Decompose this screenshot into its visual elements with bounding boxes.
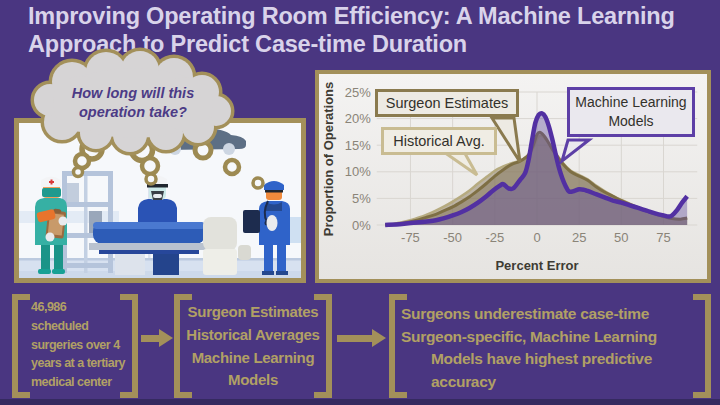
flow-box1-line2: scheduled (31, 317, 138, 336)
flow-box-results: Surgeons underestimate case-time Surgeon… (389, 294, 711, 398)
x-tick-label: 0 (533, 230, 540, 245)
x-axis-title: Percent Error (495, 258, 578, 273)
y-tick-label: 20% (345, 111, 371, 126)
flow-box1-line4: years at a tertiary (31, 354, 138, 373)
surgeon-figure (138, 176, 177, 223)
error-distribution-chart: 0% 5% 10% 15% 20% 25% -75 -50 -25 0 25 50 75 Percent… (315, 70, 711, 283)
flow-box1-line5: medical center (31, 373, 138, 392)
flow-box1-line3: surgeries over 4 (31, 336, 138, 355)
y-tick-label: 0% (352, 218, 371, 233)
y-tick-label: 15% (345, 138, 371, 153)
x-tick-label: -75 (401, 230, 420, 245)
flow-box2-line4: Models (184, 369, 322, 392)
thought-cloud: How long will this operation take? (26, 56, 240, 152)
x-tick-label: 50 (614, 230, 628, 245)
y-tick-label: 5% (352, 191, 371, 206)
y-tick-label: 25% (345, 85, 371, 100)
x-tick-label: -50 (443, 230, 462, 245)
flow-box2-line2: Historical Averages (184, 324, 322, 347)
flow-box3-line4: accuracy (431, 371, 699, 394)
thought-line-2: operation take? (26, 103, 240, 122)
infographic-page: Improving Operating Room Efficiency: A M… (0, 0, 720, 405)
x-tick-label: 25 (572, 230, 586, 245)
callout-historical-avg: Historical Avg. (381, 127, 497, 155)
y-tick-label: 10% (345, 164, 371, 179)
flow-arrow-2 (337, 335, 372, 342)
x-tick-label: -25 (485, 230, 504, 245)
flow-box3-line1: Surgeons underestimate case-time (401, 303, 699, 326)
flow-box3-line3: Models have highest predictive (431, 348, 699, 371)
flow-box-dataset: 46,986 scheduled surgeries over 4 years … (12, 294, 138, 398)
callout-machine-learning: Machine Learning Models (567, 87, 695, 137)
callout-surgeon-estimates: Surgeon Estimates (375, 89, 519, 117)
flow-box3-line2: Surgeon-specific, Machine Learning (401, 326, 699, 349)
y-axis-title: Proportion of Operations (321, 82, 336, 237)
flow-box2-line1: Surgeon Estimates (184, 301, 322, 324)
flow-arrow-1 (141, 335, 159, 342)
flow-box2-line3: Machine Learning (184, 347, 322, 370)
flow-box-methods: Surgeon Estimates Historical Averages Ma… (174, 294, 332, 398)
thought-question: How long will this operation take? (26, 84, 240, 122)
x-tick-label: 75 (656, 230, 670, 245)
wall-band (19, 211, 119, 223)
title-line-1: Improving Operating Room Efficiency: A M… (28, 3, 675, 31)
thought-line-1: How long will this (26, 84, 240, 103)
page-title: Improving Operating Room Efficiency: A M… (28, 3, 675, 58)
flow-box1-line1: 46,986 (31, 298, 138, 317)
bottom-accent-strip (0, 399, 720, 405)
